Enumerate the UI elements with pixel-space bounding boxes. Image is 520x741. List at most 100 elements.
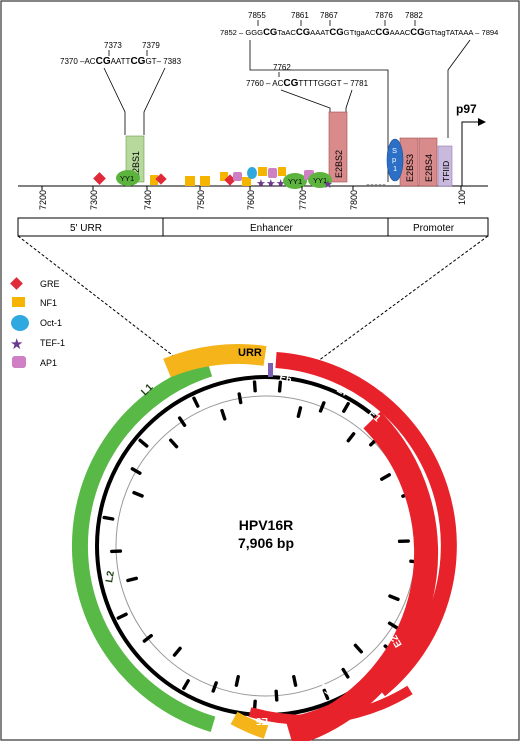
genome-title: HPV16R: [239, 517, 293, 533]
e2bs2-label: E2BS2: [334, 150, 344, 178]
cpg-tick: [142, 633, 153, 643]
yy1-label-3: YY1: [313, 176, 327, 185]
legend-oct1-label: Oct-1: [40, 318, 62, 328]
cpg-tick: [220, 408, 227, 421]
legend-tef1-label: TEF-1: [40, 338, 65, 348]
seq-e2bs34: 7855 7861 7867 7876 7882 7852 – GGGCGTaA…: [220, 11, 498, 38]
early-arc: [275, 352, 457, 697]
legend-oct1-icon: [11, 315, 29, 331]
gre-mark: [93, 172, 106, 185]
cpg-tick: [296, 406, 303, 419]
legend-tef1-icon: ★: [10, 336, 23, 353]
urr-segment-bar: 5' URR Enhancer Promoter: [17, 217, 489, 237]
cpg-tick: [182, 679, 190, 691]
cpg-ticks: [102, 380, 429, 712]
nf1-mark: [185, 176, 195, 186]
cpg-tick: [192, 396, 200, 408]
seq-e2bs2: 7762 7760 – ACCGTTTTGGGT – 7781: [246, 63, 369, 89]
tef1-mark: ★: [323, 179, 333, 191]
cpg-tick: [211, 681, 218, 693]
cpg-tick: [387, 621, 399, 630]
pos-7379: 7379: [142, 41, 160, 50]
legend-nf1-icon: [12, 297, 25, 307]
cpg-tick: [169, 438, 179, 449]
cpg-tick: [234, 675, 240, 687]
p97-label: p97: [456, 102, 477, 116]
cpg-tick: [116, 612, 128, 620]
tick-7700: 7700: [298, 190, 308, 210]
gene-e2: E2: [389, 633, 405, 649]
cpg-tick: [346, 432, 356, 443]
e2bs4-box: [418, 137, 438, 187]
urr-arc: [163, 344, 267, 378]
legend-ap1-label: AP1: [40, 358, 57, 368]
cpg-tick: [252, 380, 257, 393]
tfiid-box: [437, 145, 453, 187]
legend-gre-label: GRE: [40, 279, 60, 289]
cpg-tick: [274, 689, 279, 702]
gene-l2: L2: [104, 570, 117, 584]
seq-e2bs1: 7373 7379 7370 –ACCGAATTCGGT– 7383: [60, 41, 182, 67]
tick-7600: 7600: [246, 190, 256, 210]
segment-promoter: Promoter: [413, 223, 455, 234]
tick-7800: 7800: [349, 190, 359, 210]
genome-size: 7,906 bp: [238, 535, 294, 551]
pos-7762: 7762: [273, 63, 291, 72]
late-arc: [71, 361, 216, 732]
cpg-tick: [138, 438, 149, 448]
pos-7867: 7867: [320, 11, 338, 20]
nf1-mark: [200, 176, 210, 186]
cpg-tick: [318, 401, 326, 413]
cpg-tick: [277, 380, 283, 393]
ap1-mark: [233, 172, 242, 181]
cpg-tick: [110, 549, 123, 554]
nf1-mark: [220, 172, 228, 181]
legend-nf1-label: NF1: [40, 298, 57, 308]
tick-7200: 7200: [38, 190, 48, 210]
gre-mark: [155, 173, 167, 185]
seq-e2bs1-text: 7370 –ACCGAATTCGGT– 7383: [60, 56, 182, 67]
tfiid-label: TFIID: [441, 161, 451, 182]
nf1-mark: [258, 167, 267, 176]
cpg-tick: [130, 467, 142, 475]
boundary-marker: [268, 363, 273, 377]
pos-7861: 7861: [291, 11, 309, 20]
ap1-mark: [268, 168, 277, 178]
cpg-tick: [380, 473, 392, 481]
yy1-oval: [116, 170, 140, 186]
cpg-tick: [397, 539, 410, 544]
tef1-mark: ★★★: [256, 178, 286, 190]
e5-arc: [230, 711, 269, 739]
pos-7855: 7855: [248, 11, 266, 20]
cpg-tick: [322, 688, 330, 701]
cpg-tick: [102, 515, 115, 521]
factor-marks: YY1 ★★★ YY1 YY1 ★: [93, 167, 333, 191]
nf1-mark: [278, 167, 286, 176]
legend-gre-icon: [10, 277, 23, 290]
tick-7400: 7400: [143, 190, 153, 210]
genome-map: URR L1 L2 E6 E7 E1 E2 E4 E5 HPV16R 7,906…: [71, 344, 457, 741]
pos-7882: 7882: [405, 11, 423, 20]
legend: GRE NF1 Oct-1 ★ TEF-1 AP1: [10, 277, 65, 368]
e1-e2-arc: [286, 411, 439, 741]
yy1-label-2: YY1: [288, 177, 302, 186]
cpg-tick: [237, 392, 243, 405]
sp1-oval: [386, 138, 404, 182]
segment-5urr: 5' URR: [70, 223, 102, 234]
cpg-tick: [353, 643, 363, 654]
sp1-s: S: [392, 146, 397, 155]
yy1-label: YY1: [120, 174, 134, 183]
gene-e6: E6: [278, 372, 293, 385]
gre-mark: [224, 174, 236, 186]
seq-e2bs34-text: 7852 – GGGCGTaACCGAAATCGGTtgaACCGAAACCGG…: [220, 27, 498, 38]
yy1-oval-3: [308, 172, 332, 188]
gene-e5: E5: [255, 715, 268, 726]
tick-7300: 7300: [89, 190, 99, 210]
oct1-mark: [247, 167, 257, 179]
cpg-tick: [292, 675, 298, 687]
urr-axis: 7200 7300 7400 7500 7600 7700 7800 100: [38, 186, 467, 210]
e2bs1-label: E2BS1: [131, 151, 141, 179]
legend-ap1-icon: [12, 356, 26, 368]
